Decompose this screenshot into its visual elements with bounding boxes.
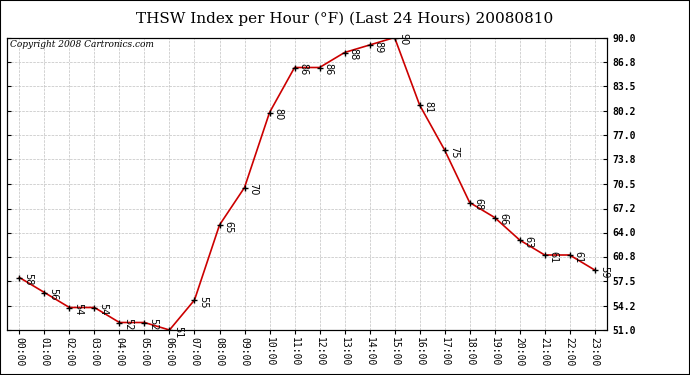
Text: 51: 51 [174,326,184,338]
Text: 66: 66 [499,213,509,226]
Text: 86: 86 [299,63,308,76]
Text: 81: 81 [424,101,434,113]
Text: 61: 61 [574,251,584,263]
Text: 52: 52 [148,318,159,331]
Text: 56: 56 [48,288,59,301]
Text: 59: 59 [599,266,609,278]
Text: 75: 75 [448,146,459,158]
Text: 61: 61 [549,251,559,263]
Text: 63: 63 [524,236,534,248]
Text: 54: 54 [74,303,83,316]
Text: 88: 88 [348,48,359,61]
Text: 70: 70 [248,183,259,196]
Text: 86: 86 [324,63,334,76]
Text: 90: 90 [399,33,408,46]
Text: 55: 55 [199,296,208,308]
Text: THSW Index per Hour (°F) (Last 24 Hours) 20080810: THSW Index per Hour (°F) (Last 24 Hours)… [137,11,553,26]
Text: 68: 68 [474,198,484,211]
Text: 52: 52 [124,318,134,331]
Text: 80: 80 [274,108,284,121]
Text: 54: 54 [99,303,108,316]
Text: Copyright 2008 Cartronics.com: Copyright 2008 Cartronics.com [10,40,154,50]
Text: 89: 89 [374,41,384,53]
Text: 58: 58 [23,273,34,286]
Text: 65: 65 [224,221,234,233]
